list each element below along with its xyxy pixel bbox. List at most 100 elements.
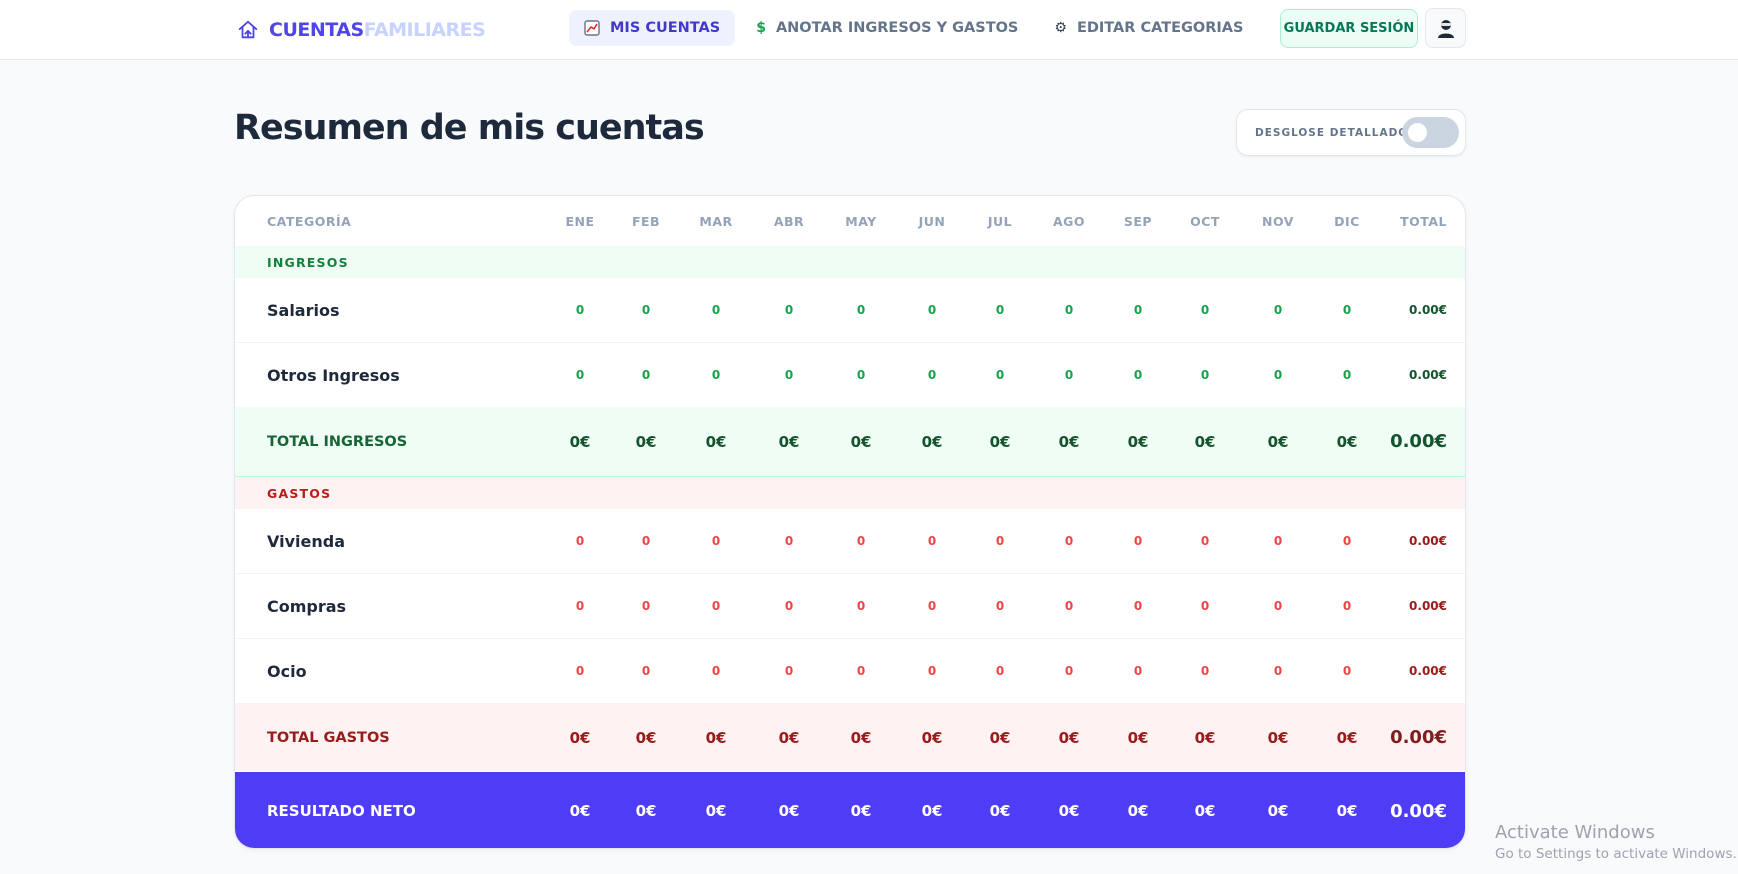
watermark-subtitle: Go to Settings to activate Windows.: [1495, 846, 1737, 862]
month-value: 0: [784, 599, 794, 613]
detailed-breakdown-toggle-card: DESGLOSE DETALLADO: [1236, 109, 1466, 156]
header-month: DIC: [1334, 213, 1360, 229]
header-month: NOV: [1262, 213, 1294, 229]
net-month-value: 0€: [569, 802, 591, 820]
app-brand: CUENTASFAMILIARES: [269, 19, 486, 41]
net-month-value: 0€: [921, 802, 943, 820]
header-month: AGO: [1052, 213, 1086, 229]
top-navbar: CUENTASFAMILIARES MIS CUENTAS $ ANOTAR I…: [0, 0, 1738, 60]
month-value: 0: [641, 303, 651, 317]
month-value: 0: [1200, 303, 1210, 317]
header-total: TOTAL: [1400, 213, 1447, 229]
month-value: 0: [1273, 599, 1283, 613]
month-value: 0: [995, 534, 1005, 548]
section-label: GASTOS: [267, 485, 332, 501]
month-value: 0: [856, 599, 866, 613]
month-value: 0: [927, 303, 937, 317]
header-month: MAR: [699, 213, 733, 229]
month-value: 0: [1064, 303, 1074, 317]
month-total: 0€: [921, 432, 943, 451]
month-value: 0: [1200, 599, 1210, 613]
month-value: 0: [575, 664, 585, 678]
net-month-value: 0€: [1127, 802, 1149, 820]
row-category: Otros Ingresos: [267, 365, 400, 385]
total-expenses-row: TOTAL GASTOS 0€ 0€ 0€ 0€ 0€ 0€ 0€ 0€ 0€ …: [235, 704, 1465, 771]
month-value: 0: [641, 368, 651, 382]
row-total: 0.00€: [1409, 599, 1447, 613]
income-section-header: INGRESOS: [235, 246, 1465, 278]
month-value: 0: [927, 534, 937, 548]
app-logo[interactable]: CUENTASFAMILIARES: [237, 17, 486, 43]
row-category: Vivienda: [267, 531, 345, 551]
nav-label: ANOTAR INGRESOS Y GASTOS: [775, 20, 1019, 36]
month-value: 0: [1064, 599, 1074, 613]
net-month-value: 0€: [778, 802, 800, 820]
month-total: 0€: [1336, 728, 1358, 747]
row-category: Compras: [267, 596, 347, 616]
watermark-title: Activate Windows: [1495, 822, 1655, 843]
header-category: CATEGORÍA: [267, 213, 352, 229]
month-value: 0: [1342, 303, 1352, 317]
month-value: 0: [575, 368, 585, 382]
gear-icon: ⚙: [1054, 20, 1067, 36]
user-avatar-button[interactable]: [1425, 8, 1466, 48]
main-nav: MIS CUENTAS $ ANOTAR INGRESOS Y GASTOS ⚙…: [569, 10, 1258, 46]
month-total: 0€: [569, 728, 591, 747]
month-total: 0€: [850, 728, 872, 747]
table-row: Ocio 0 0 0 0 0 0 0 0 0 0 0 0 0.00€: [235, 639, 1465, 704]
month-value: 0: [711, 599, 721, 613]
month-total: 0€: [778, 728, 800, 747]
nav-mis-cuentas[interactable]: MIS CUENTAS: [569, 10, 736, 46]
month-total: 0€: [1267, 432, 1289, 451]
month-value: 0: [1200, 534, 1210, 548]
month-value: 0: [856, 534, 866, 548]
table-row: Vivienda 0 0 0 0 0 0 0 0 0 0 0 0 0.00€: [235, 509, 1465, 574]
user-icon: [1437, 20, 1454, 38]
net-month-value: 0€: [1194, 802, 1216, 820]
month-total: 0€: [569, 432, 591, 451]
month-total: 0€: [1058, 432, 1080, 451]
month-value: 0: [1342, 599, 1352, 613]
month-value: 0: [575, 534, 585, 548]
nav-anotar-ingresos-gastos[interactable]: $ ANOTAR INGRESOS Y GASTOS: [741, 10, 1033, 46]
month-value: 0: [995, 664, 1005, 678]
summary-table: CATEGORÍA ENE FEB MAR ABR MAY JUN JUL AG…: [234, 195, 1466, 849]
month-total: 0€: [778, 432, 800, 451]
month-value: 0: [784, 664, 794, 678]
row-total: 0.00€: [1409, 303, 1447, 317]
nav-editar-categorias[interactable]: ⚙ EDITAR CATEGORIAS: [1039, 10, 1258, 46]
month-value: 0: [641, 534, 651, 548]
nav-label: EDITAR CATEGORIAS: [1076, 20, 1244, 36]
month-value: 0: [1273, 303, 1283, 317]
total-expenses-sum: 0.00€: [1390, 727, 1447, 748]
month-value: 0: [995, 303, 1005, 317]
month-value: 0: [1273, 534, 1283, 548]
page-title: Resumen de mis cuentas: [234, 108, 705, 148]
month-total: 0€: [989, 432, 1011, 451]
month-value: 0: [641, 599, 651, 613]
net-month-value: 0€: [989, 802, 1011, 820]
month-value: 0: [995, 368, 1005, 382]
total-income-row: TOTAL INGRESOS 0€ 0€ 0€ 0€ 0€ 0€ 0€ 0€ 0…: [235, 407, 1465, 477]
month-value: 0: [1133, 368, 1143, 382]
month-value: 0: [856, 303, 866, 317]
table-row: Compras 0 0 0 0 0 0 0 0 0 0 0 0 0.00€: [235, 574, 1465, 639]
month-value: 0: [711, 368, 721, 382]
row-total: 0.00€: [1409, 368, 1447, 382]
month-value: 0: [927, 599, 937, 613]
detailed-breakdown-toggle[interactable]: [1402, 117, 1459, 148]
month-value: 0: [784, 534, 794, 548]
month-total: 0€: [635, 728, 657, 747]
header-month: OCT: [1190, 213, 1220, 229]
total-expenses-label: TOTAL GASTOS: [267, 729, 390, 746]
net-result-total: 0.00€: [1390, 800, 1447, 822]
month-value: 0: [575, 303, 585, 317]
net-month-value: 0€: [1267, 802, 1289, 820]
month-value: 0: [784, 368, 794, 382]
table-row: Otros Ingresos 0 0 0 0 0 0 0 0 0 0 0 0 0…: [235, 343, 1465, 408]
row-total: 0.00€: [1409, 664, 1447, 678]
month-total: 0€: [705, 432, 727, 451]
month-value: 0: [1342, 664, 1352, 678]
save-session-button[interactable]: GUARDAR SESIÓN: [1280, 9, 1418, 48]
month-total: 0€: [921, 728, 943, 747]
